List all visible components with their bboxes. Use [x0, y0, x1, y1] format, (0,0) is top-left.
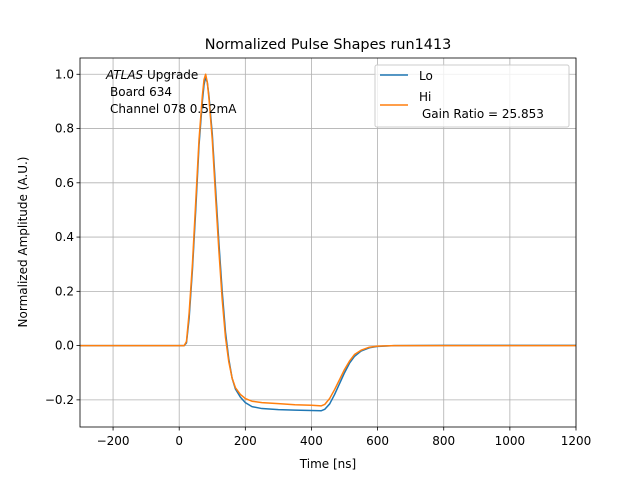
- y-tick-label: 0.2: [55, 284, 74, 298]
- x-tick-label: 200: [234, 434, 257, 448]
- board-label: Board 634: [110, 85, 172, 99]
- y-axis-ticks: −0.2 0.0 0.2 0.4 0.6 0.8 1.0: [45, 67, 80, 407]
- y-axis-label: Normalized Amplitude (A.U.): [16, 157, 30, 328]
- atlas-label: ATLAS: [105, 68, 144, 82]
- y-tick-label: 0.0: [55, 339, 74, 353]
- legend-lo-label: Lo: [419, 69, 433, 83]
- x-tick-label: 600: [366, 434, 389, 448]
- y-tick-label: −0.2: [45, 393, 74, 407]
- channel-label: Channel 078 0.52mA: [110, 102, 237, 116]
- legend-gain-ratio-label: Gain Ratio = 25.853: [422, 107, 544, 121]
- legend-box: [374, 64, 570, 128]
- x-tick-label: 800: [432, 434, 455, 448]
- legend: Lo Hi Gain Ratio = 25.853: [374, 64, 570, 128]
- series-group: [80, 73, 576, 412]
- y-tick-label: 0.8: [55, 122, 74, 136]
- svg-text:ATLAS Upgrade: ATLAS Upgrade: [105, 68, 198, 82]
- x-tick-label: 1200: [561, 434, 592, 448]
- upgrade-label: Upgrade: [143, 68, 198, 82]
- x-tick-label: 0: [175, 434, 183, 448]
- x-tick-label: 400: [300, 434, 323, 448]
- series-line-hi: [80, 73, 576, 407]
- y-tick-label: 1.0: [55, 67, 74, 81]
- plot-frame: [79, 57, 577, 428]
- x-tick-label: 1000: [495, 434, 526, 448]
- legend-hi-label: Hi: [419, 90, 431, 104]
- x-tick-label: −200: [97, 434, 130, 448]
- x-axis-ticks: −200 0 200 400 600 800 1000 1200: [97, 427, 592, 448]
- atlas-annotation: ATLAS Upgrade Board 634 Channel 078 0.52…: [105, 68, 237, 116]
- y-tick-label: 0.4: [55, 230, 74, 244]
- y-tick-label: 0.6: [55, 176, 74, 190]
- x-axis-label: Time [ns]: [299, 457, 356, 471]
- chart-title: Normalized Pulse Shapes run1413: [205, 37, 452, 53]
